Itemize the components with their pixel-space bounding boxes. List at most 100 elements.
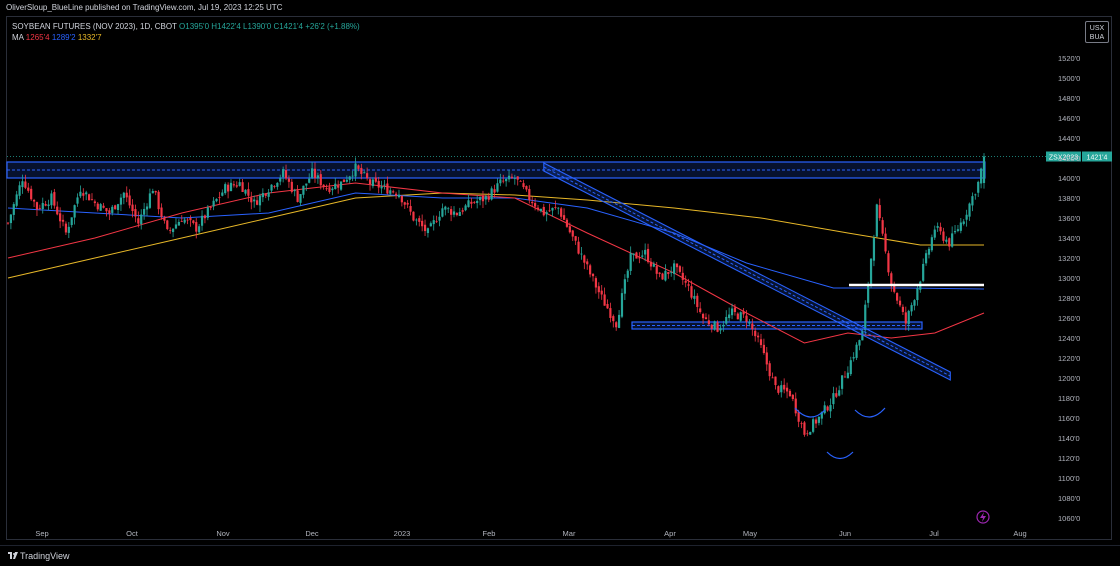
candle-body <box>936 226 939 228</box>
candle-body <box>348 176 351 180</box>
candle-body <box>896 293 899 301</box>
candle-body <box>470 201 473 204</box>
candle-body <box>835 393 838 397</box>
candle-body <box>930 237 933 251</box>
candle-body <box>67 226 70 233</box>
candle-body <box>951 233 954 247</box>
ma-slow-line <box>7 192 984 279</box>
candle-body <box>519 180 522 182</box>
candle-body <box>337 185 340 188</box>
candle-body <box>881 220 884 234</box>
candle-body <box>12 204 15 215</box>
candle-body <box>823 405 826 414</box>
candle-body <box>366 173 369 179</box>
candle-body <box>812 419 815 432</box>
candle-body <box>620 293 624 317</box>
ma-slow-value: 1332'7 <box>77 33 102 42</box>
candle-body <box>363 172 366 174</box>
candle-body <box>41 202 44 210</box>
currency-button[interactable]: USX BUA <box>1085 21 1109 43</box>
candle-body <box>499 179 502 184</box>
candle-body <box>617 314 621 328</box>
candle-body <box>484 196 487 200</box>
candle-body <box>455 212 459 216</box>
zones <box>6 161 986 330</box>
candle-body <box>855 344 858 358</box>
y-tick-label: 1100'0 <box>1058 474 1080 483</box>
candle-body <box>901 306 905 312</box>
candle-body <box>765 352 768 365</box>
candle-body <box>458 212 461 216</box>
candle-body <box>212 200 215 207</box>
candle-body <box>160 207 163 217</box>
y-tick-label: 1220'0 <box>1058 354 1080 363</box>
candle-body <box>328 187 331 192</box>
candle-body <box>316 175 319 179</box>
candle-body <box>525 186 528 190</box>
candle-body <box>864 304 867 331</box>
candle-body <box>119 197 123 205</box>
candle-body <box>299 194 302 203</box>
candle-body <box>678 266 682 272</box>
ma-label: MA <box>12 33 24 42</box>
head-arc <box>826 451 854 460</box>
candle-body <box>557 207 560 209</box>
candle-body <box>90 198 94 200</box>
candle-body <box>904 312 907 324</box>
candle-body <box>733 307 737 313</box>
candle-body <box>302 185 305 195</box>
price-tag: ZSX2023 1421'4 <box>1046 151 1112 162</box>
candle-body <box>626 270 629 278</box>
candle-body <box>206 207 209 218</box>
candle-body <box>418 218 421 222</box>
candle-body <box>505 178 508 182</box>
candle-body <box>745 315 748 322</box>
candle-body <box>551 207 554 211</box>
candle-body <box>24 181 27 188</box>
candle-body <box>122 192 125 198</box>
y-tick-label: 1460'0 <box>1058 114 1080 123</box>
candle-body <box>594 278 598 288</box>
candle-body <box>412 211 415 221</box>
candle-body <box>192 220 195 223</box>
candle-body <box>131 204 134 212</box>
candle-body <box>339 181 343 190</box>
x-tick-label: Dec <box>305 529 319 538</box>
candle-body <box>681 272 684 280</box>
candle-body <box>829 405 832 412</box>
candle-body <box>565 219 569 227</box>
candle-body <box>415 219 418 221</box>
candle-body <box>852 357 855 359</box>
footer-brand: TradingView <box>20 551 70 561</box>
candle-body <box>502 180 505 182</box>
candle-body <box>591 273 595 277</box>
x-tick-label: Mar <box>563 529 576 538</box>
candles <box>6 153 986 437</box>
downtrend-midline <box>543 166 951 377</box>
candle-body <box>389 190 392 194</box>
candle-body <box>953 231 957 233</box>
candle-body <box>76 197 79 204</box>
candle-body <box>264 194 267 196</box>
candle-body <box>751 323 754 330</box>
candle-body <box>615 322 618 328</box>
candle-body <box>858 340 861 346</box>
candle-body <box>939 226 942 232</box>
candle-body <box>200 215 204 226</box>
ma-fast-value: 1265'4 <box>25 33 50 42</box>
candle-body <box>725 316 728 324</box>
candle-body <box>255 200 259 205</box>
candle-body <box>59 213 62 222</box>
candle-body <box>667 271 670 275</box>
candle-body <box>771 377 774 379</box>
candle-body <box>189 217 192 221</box>
candle-body <box>606 303 609 309</box>
lightning-icon[interactable] <box>976 510 990 524</box>
candle-body <box>539 208 542 212</box>
candle-body <box>959 222 962 231</box>
candle-body <box>785 387 789 392</box>
candle-body <box>163 218 166 221</box>
candle-body <box>50 193 53 206</box>
candle-body <box>284 170 288 179</box>
